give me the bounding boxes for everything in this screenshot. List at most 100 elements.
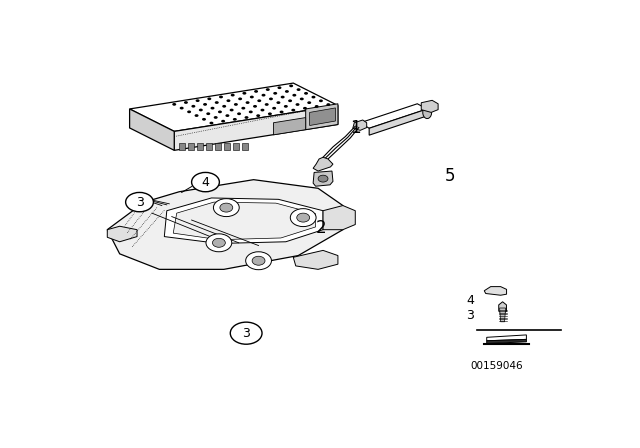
Circle shape (191, 105, 195, 108)
Polygon shape (486, 335, 526, 341)
Circle shape (303, 107, 307, 110)
Text: 3: 3 (136, 196, 143, 209)
Circle shape (326, 103, 330, 106)
Circle shape (195, 114, 198, 117)
Circle shape (234, 103, 238, 106)
Circle shape (212, 238, 225, 247)
Polygon shape (293, 250, 338, 269)
Circle shape (237, 112, 241, 115)
Polygon shape (310, 108, 335, 125)
Bar (215, 143, 221, 150)
Text: 3: 3 (467, 310, 474, 323)
Polygon shape (174, 106, 338, 151)
Polygon shape (313, 171, 333, 186)
Circle shape (184, 101, 188, 104)
Polygon shape (323, 206, 355, 230)
Circle shape (180, 107, 184, 109)
Circle shape (260, 109, 264, 112)
Circle shape (187, 111, 191, 113)
Circle shape (207, 97, 211, 100)
Circle shape (284, 105, 288, 108)
Circle shape (288, 99, 292, 102)
Circle shape (296, 88, 301, 91)
Circle shape (221, 120, 225, 123)
Circle shape (209, 122, 213, 125)
Polygon shape (173, 202, 316, 240)
Circle shape (315, 105, 319, 108)
Circle shape (191, 172, 220, 192)
Circle shape (233, 118, 237, 121)
Circle shape (291, 209, 316, 227)
Bar (197, 143, 203, 150)
Circle shape (252, 256, 265, 265)
Circle shape (312, 96, 316, 99)
Polygon shape (108, 226, 137, 242)
Circle shape (276, 101, 280, 104)
Polygon shape (273, 117, 306, 135)
Circle shape (250, 95, 254, 99)
Bar (206, 143, 212, 150)
Circle shape (318, 175, 328, 182)
Text: 4: 4 (467, 294, 474, 307)
Circle shape (241, 107, 245, 110)
Circle shape (285, 90, 289, 93)
Circle shape (269, 98, 273, 100)
Polygon shape (369, 109, 428, 135)
Polygon shape (164, 198, 323, 244)
Circle shape (272, 107, 276, 110)
Text: 4: 4 (202, 176, 209, 189)
Circle shape (273, 92, 277, 95)
Circle shape (202, 118, 206, 121)
Circle shape (246, 101, 250, 104)
Polygon shape (129, 109, 174, 151)
Circle shape (256, 114, 260, 117)
Circle shape (213, 198, 239, 216)
Circle shape (291, 109, 295, 112)
Polygon shape (108, 180, 343, 269)
Circle shape (307, 101, 311, 104)
Circle shape (246, 252, 271, 270)
Circle shape (218, 111, 222, 113)
Polygon shape (486, 340, 526, 344)
Bar (242, 143, 248, 150)
Circle shape (304, 92, 308, 95)
Circle shape (297, 213, 310, 222)
Circle shape (249, 111, 253, 113)
Circle shape (319, 99, 323, 102)
Circle shape (230, 109, 234, 112)
Circle shape (225, 114, 229, 117)
Circle shape (199, 108, 203, 112)
Circle shape (243, 92, 246, 95)
Polygon shape (423, 106, 431, 119)
Circle shape (211, 107, 214, 109)
Circle shape (292, 94, 296, 97)
Circle shape (300, 98, 304, 100)
Circle shape (244, 116, 248, 119)
Polygon shape (499, 302, 506, 314)
Circle shape (253, 105, 257, 108)
Circle shape (266, 88, 269, 91)
Circle shape (296, 103, 300, 106)
Circle shape (278, 86, 282, 89)
Bar (233, 143, 239, 150)
Circle shape (265, 103, 269, 106)
Bar (179, 143, 185, 150)
Text: 00159046: 00159046 (470, 361, 523, 371)
Text: 3: 3 (242, 327, 250, 340)
Circle shape (268, 112, 272, 115)
Polygon shape (129, 83, 338, 131)
Circle shape (254, 90, 258, 93)
Bar (224, 143, 230, 150)
Circle shape (125, 193, 154, 212)
Bar (188, 143, 194, 150)
Circle shape (206, 112, 210, 115)
Circle shape (227, 99, 230, 102)
Circle shape (172, 103, 176, 106)
Polygon shape (484, 287, 507, 295)
Circle shape (280, 111, 284, 113)
Circle shape (289, 85, 293, 87)
Polygon shape (500, 308, 506, 322)
Circle shape (215, 101, 219, 104)
Circle shape (230, 322, 262, 344)
Circle shape (203, 103, 207, 106)
